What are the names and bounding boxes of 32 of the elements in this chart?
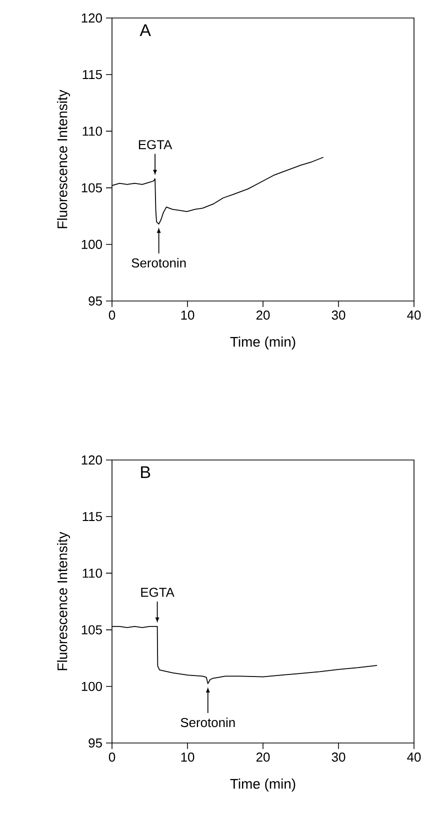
annotation: Serotonin <box>132 258 186 268</box>
y-tick-label: 105 <box>82 183 102 192</box>
annotation: EGTA <box>138 140 172 150</box>
x-tick-label: 0 <box>108 752 116 762</box>
chart-title: B <box>141 466 150 478</box>
x-tick-label: 30 <box>332 752 346 762</box>
y-axis-title: Fluorescence Intensity <box>57 532 70 670</box>
x-tick-label: 10 <box>181 752 194 762</box>
y-tick-label: 115 <box>82 512 102 522</box>
y-tick-label: 95 <box>88 296 102 306</box>
y-tick-label: 100 <box>82 240 102 249</box>
x-axis-title: Time (min) <box>230 778 296 792</box>
chart-title: A <box>140 24 151 36</box>
y-axis-title: Fluorescence Intensity <box>57 90 70 228</box>
annotation: Serotonin <box>180 718 235 728</box>
y-tick-label: 110 <box>82 126 102 136</box>
x-tick-label: 20 <box>256 752 270 762</box>
y-tick-label: 105 <box>82 625 102 634</box>
y-tick-label: 100 <box>82 682 102 691</box>
x-tick-label: 10 <box>181 310 194 320</box>
annotation: EGTA <box>141 588 174 597</box>
x-tick-label: 0 <box>108 310 116 320</box>
y-tick-label: 120 <box>82 13 102 23</box>
x-tick-label: 30 <box>332 310 346 320</box>
y-tick-label: 110 <box>82 568 102 578</box>
x-tick-label: 40 <box>407 310 421 320</box>
y-tick-label: 120 <box>82 455 102 465</box>
x-tick-label: 20 <box>256 310 270 320</box>
y-tick-label: 115 <box>82 70 102 80</box>
x-axis-title: Time (min) <box>230 336 296 350</box>
x-tick-label: 40 <box>407 752 421 762</box>
y-tick-label: 95 <box>88 738 102 748</box>
